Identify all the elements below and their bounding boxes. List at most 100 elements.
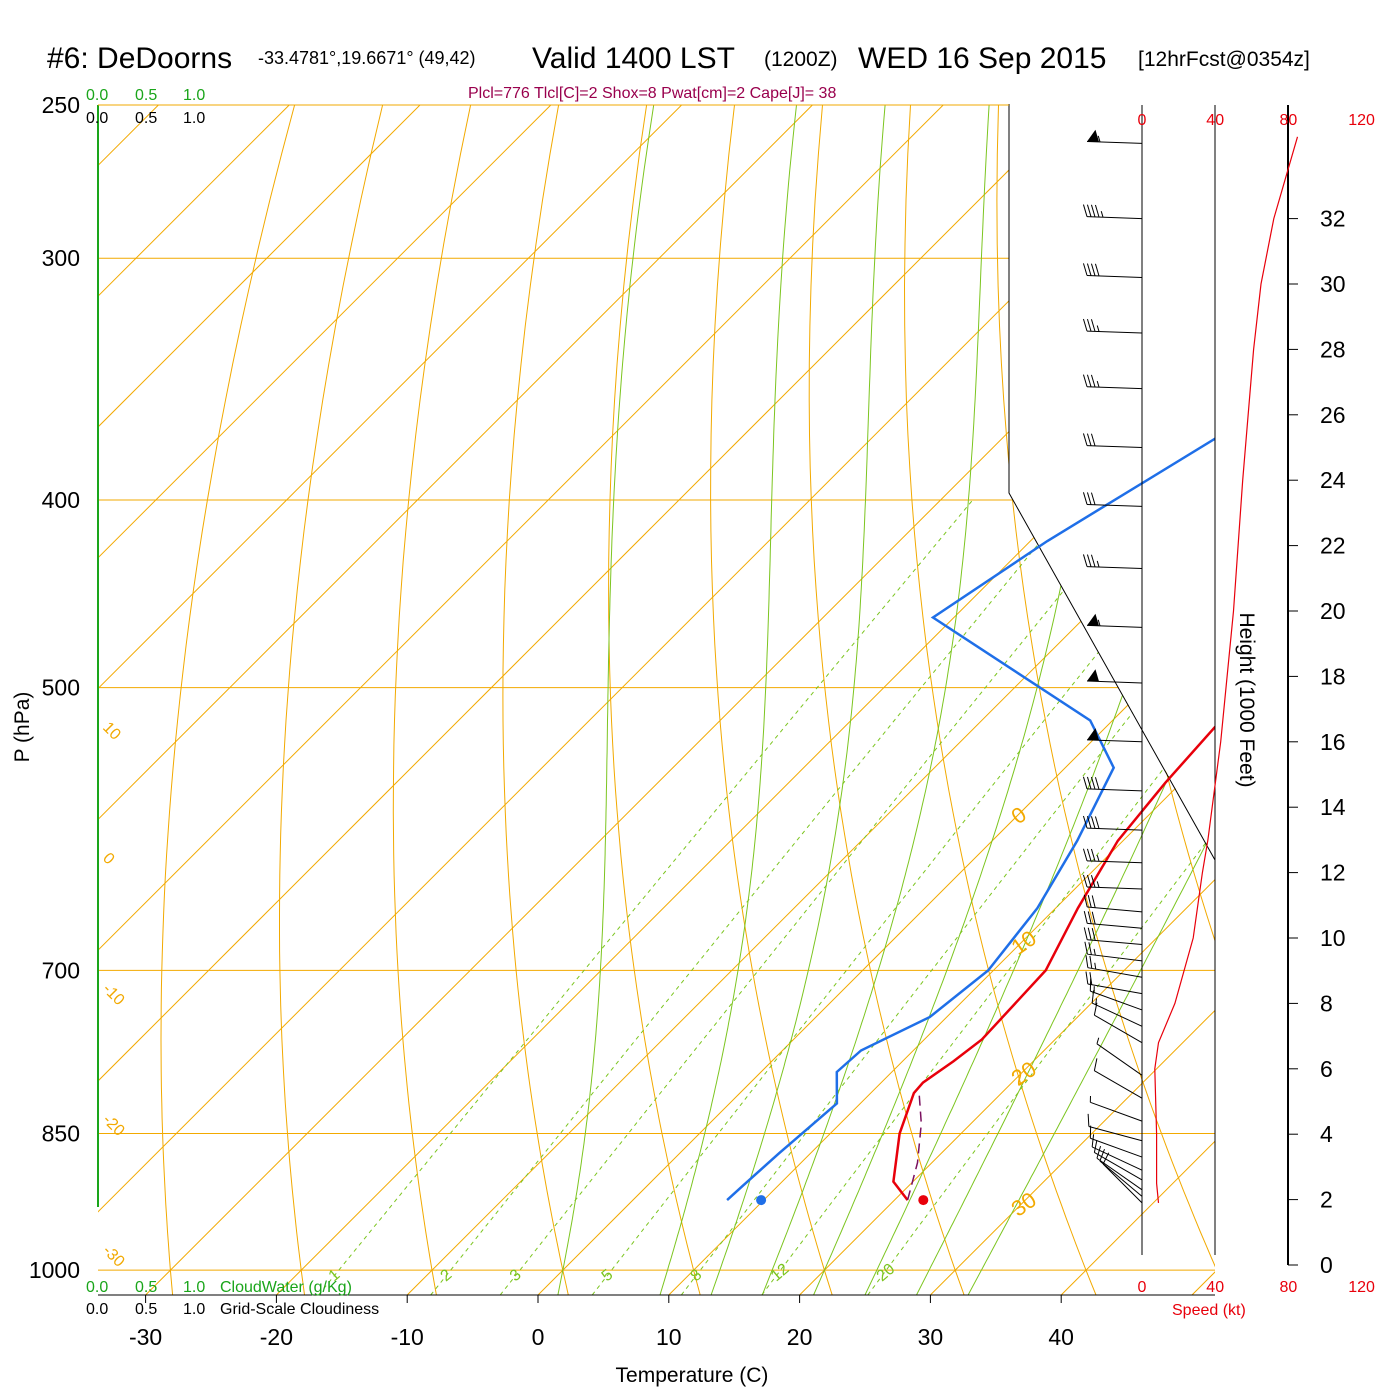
wind-barb-flag	[1082, 433, 1088, 446]
wind-barb	[1089, 1095, 1143, 1122]
wind-barb-staff	[1090, 1137, 1143, 1158]
wind-barb-flag	[1087, 911, 1092, 924]
wind-barb-staff	[1090, 990, 1143, 1011]
height-tick-label: 0	[1320, 1252, 1333, 1278]
wind-barb-flag	[1086, 492, 1092, 505]
wind-barb	[1083, 927, 1143, 946]
zulu-time: (1200Z)	[764, 48, 838, 71]
wind-barb-flag	[1091, 911, 1096, 925]
wind-speed-tick-label: 120	[1348, 1279, 1375, 1296]
wind-speed-tick-label: 80	[1280, 112, 1298, 129]
wind-barb-half-flag	[1094, 962, 1097, 970]
isotherm-line	[406, 486, 1215, 1295]
valid-date: WED 16 Sep 2015	[858, 42, 1106, 75]
wind-barb-pennant	[1087, 613, 1100, 626]
moist-adiabat-line	[710, 105, 886, 1295]
wind-barb	[1089, 1125, 1143, 1158]
x-tick-label: 40	[1048, 1324, 1074, 1350]
dry-adiabat-line	[710, 105, 833, 1295]
wind-barb	[1083, 894, 1143, 913]
wind-barb-staff	[1094, 1070, 1143, 1099]
x-tick-label: 30	[918, 1324, 944, 1350]
wind-barb-flag	[1093, 1139, 1098, 1153]
parcel-path	[906, 1092, 923, 1201]
height-tick-label: 26	[1320, 402, 1346, 428]
cloud-axis-tick-label: 0.5	[135, 1301, 157, 1318]
wind-barb-flag	[1094, 204, 1100, 218]
wind-barb-staff	[1087, 983, 1143, 995]
wind-barb-staff	[1087, 922, 1143, 929]
pressure-tick-label: 700	[42, 957, 80, 983]
cloud-axis-tick-label: 1.0	[183, 87, 205, 104]
height-axis-title: Height (1000 Feet)	[1235, 612, 1258, 787]
cloud-axis-tick-label: 0.0	[86, 87, 108, 104]
height-tick-label: 6	[1320, 1056, 1333, 1082]
wind-barb-pennant	[1087, 129, 1100, 142]
wind-barb-half-flag	[1093, 948, 1096, 956]
wind-barb-flag	[1094, 816, 1100, 829]
wind-barb-staff	[1096, 1157, 1143, 1191]
wind-barb	[1082, 204, 1143, 220]
wind-barb	[1082, 848, 1143, 864]
wind-barb-staff	[1087, 967, 1143, 978]
mixing-ratio-label: 3	[507, 1266, 525, 1285]
wind-barb-staff	[1087, 503, 1143, 507]
cloud-axis-tick-label: 1.0	[183, 110, 205, 127]
station-coords: -33.4781°,19.6671° (49,42)	[258, 48, 476, 68]
dry-adiabat-line	[608, 105, 701, 1295]
wind-barb-half-flag	[1096, 881, 1100, 888]
wind-barb-flag	[1094, 263, 1100, 277]
x-axis-title: Temperature (C)	[616, 1364, 769, 1387]
wind-barb	[1082, 874, 1143, 890]
wind-barb	[1087, 613, 1143, 628]
valid-time: Valid 1400 LST	[532, 42, 735, 75]
isotherm-line	[98, 105, 944, 951]
dry-adiabat-line	[808, 105, 965, 1295]
wind-barb	[1102, 1152, 1143, 1204]
wind-barb-flag	[1086, 874, 1092, 888]
wind-barb	[1082, 374, 1143, 390]
height-tick-label: 14	[1320, 794, 1346, 820]
pressure-tick-label: 250	[42, 92, 80, 118]
wind-barb	[1082, 776, 1143, 792]
cloud-axis-tick-label: 0.0	[86, 1301, 108, 1318]
wind-barb-flag	[1090, 319, 1096, 332]
x-tick-label: -30	[129, 1324, 162, 1350]
wind-barb-flag	[1085, 971, 1089, 985]
wind-barb-flag	[1090, 492, 1096, 505]
plot-frame-right-edge	[1008, 104, 1216, 861]
mixing-ratio-line	[591, 505, 1215, 1295]
mixing-ratio-line	[680, 606, 1215, 1295]
moist-adiabat-line	[557, 105, 655, 1295]
wind-barb-staff	[1090, 1101, 1143, 1122]
wind-barb-flag	[1089, 972, 1093, 985]
station-title: #6: DeDoorns	[47, 42, 232, 75]
wind-barb-flag	[1093, 1058, 1098, 1071]
mixing-ratio-line	[867, 829, 1215, 1295]
wind-barb-flag	[1082, 492, 1088, 505]
pressure-tick-label: 500	[42, 675, 80, 701]
isotherm-line	[276, 355, 1215, 1295]
wind-barb-staff	[1087, 860, 1143, 864]
y-axis-title: P (hPa)	[11, 692, 34, 763]
wind-barb	[1082, 815, 1143, 831]
wind-barb-flag	[1084, 941, 1088, 955]
isotherm-label: -20	[99, 1111, 127, 1139]
wind-barb-flag	[1082, 874, 1088, 888]
wind-barb-flag	[1086, 848, 1092, 862]
wind-barb	[1082, 554, 1143, 569]
wind-barb-flag	[1086, 263, 1092, 276]
wind-barb-staff	[1087, 445, 1143, 448]
mixing-ratio-label: 5	[599, 1266, 617, 1285]
wind-barb-staff	[1087, 739, 1143, 743]
wind-barb	[1085, 955, 1143, 978]
wind-barb-flag	[1090, 875, 1096, 888]
wind-barb-half-flag	[1096, 855, 1100, 862]
x-tick-label: 0	[532, 1324, 545, 1350]
wind-barb-flag	[1082, 204, 1088, 217]
wind-barb-flag	[1082, 374, 1088, 387]
x-tick-label: 20	[787, 1324, 813, 1350]
wind-barb-staff	[1087, 939, 1143, 946]
wind-barb-staff	[1087, 906, 1143, 913]
wind-speed-axis-title: Speed (kt)	[1172, 1302, 1246, 1319]
